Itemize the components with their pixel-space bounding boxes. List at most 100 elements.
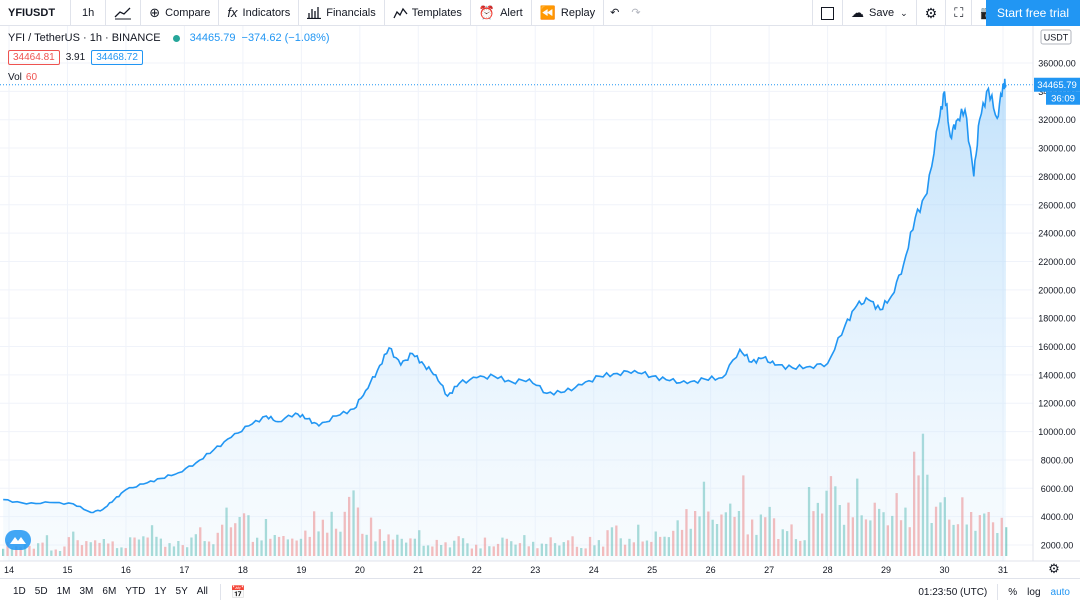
save-button[interactable]: ☁ Save ⌄: [843, 0, 916, 26]
price-area: [3, 78, 1006, 562]
x-tick-label: 17: [179, 565, 189, 575]
divider: [70, 0, 71, 26]
redo-button[interactable]: ↷: [625, 0, 646, 26]
x-tick-label: 29: [881, 565, 891, 575]
y-tick-label: 28000.00: [1038, 172, 1076, 182]
right-toolbar: ☁ Save ⌄ ⚙ ⛶ 📷: [812, 0, 1004, 26]
symbol-search[interactable]: YFIUSDT: [8, 6, 56, 19]
time-axis[interactable]: 14 15 16 17 18 19 20 21 22 23 24 25 26 27 28 29 30 31: [4, 565, 1008, 575]
y-tick-label: 24000.00: [1038, 229, 1076, 239]
clock-label[interactable]: 01:23:50 (UTC): [918, 586, 988, 598]
y-tick-label: 20000.00: [1038, 285, 1076, 295]
last-price-label: 34465.79: [1037, 80, 1077, 91]
gear-icon: ⚙: [924, 4, 938, 21]
legend-price: 34465.79: [189, 32, 236, 44]
range-button-1m[interactable]: 1M: [56, 586, 71, 597]
axis-settings-button[interactable]: ⚙: [1048, 561, 1060, 576]
interval-button[interactable]: 1h: [82, 6, 95, 19]
chart-legend: YFI / TetherUS · 1h · BINANCE 34465.79 −…: [8, 32, 330, 44]
price-chart[interactable]: 2000.00 4000.00 6000.00 8000.00 10000.00 1200…: [0, 26, 1080, 578]
indicators-button[interactable]: fx Indicators: [219, 0, 298, 26]
spread-value: 3.91: [65, 52, 86, 63]
layout-button[interactable]: [813, 0, 842, 26]
x-tick-label: 25: [647, 565, 657, 575]
auto-toggle[interactable]: auto: [1050, 586, 1070, 598]
replay-button[interactable]: ⏪ Replay: [532, 0, 603, 26]
y-tick-label: 16000.00: [1038, 342, 1076, 352]
candles-icon: [114, 7, 132, 19]
rewind-icon: ⏪: [539, 4, 556, 20]
undo-icon: ↶: [610, 7, 620, 19]
divider: [971, 0, 973, 26]
buy-price-button[interactable]: 34468.72: [91, 50, 143, 65]
bid-ask-row: 34464.81 3.91 34468.72: [8, 50, 143, 65]
range-button-1y[interactable]: 1Y: [154, 586, 167, 597]
legend-change: −374.62 (−1.08%): [241, 32, 330, 44]
cloud-icon: ☁: [851, 5, 864, 20]
divider: [842, 0, 843, 26]
sell-price-button[interactable]: 34464.81: [8, 50, 60, 65]
x-tick-label: 14: [4, 565, 14, 575]
range-button-all[interactable]: All: [196, 586, 208, 597]
bottom-toolbar: 1D 5D 1M 3M 6M YTD 1Y 5Y All 📅 01:23:50 (UTC) % …: [0, 578, 1080, 604]
y-tick-label: 6000.00: [1041, 484, 1074, 494]
templates-button[interactable]: Templates: [385, 0, 470, 26]
bottom-right: 01:23:50 (UTC) % log auto: [918, 579, 1080, 605]
settings-button[interactable]: ⚙: [917, 0, 946, 26]
compare-button[interactable]: ⊕ Compare: [141, 0, 218, 26]
market-status-icon: [172, 34, 180, 42]
fullscreen-button[interactable]: ⛶: [946, 0, 971, 26]
volume-value: 60: [25, 72, 38, 83]
y-tick-label: 8000.00: [1041, 455, 1074, 465]
templates-label: Templates: [411, 6, 462, 19]
divider: [298, 0, 300, 26]
volume-legend[interactable]: Vol 60: [8, 72, 37, 83]
divider: [218, 0, 220, 26]
x-tick-label: 18: [238, 565, 248, 575]
undo-button[interactable]: ↶: [604, 0, 625, 26]
range-button-1d[interactable]: 1D: [13, 586, 26, 597]
range-button-5d[interactable]: 5D: [34, 586, 48, 597]
financials-button[interactable]: Financials: [299, 0, 384, 26]
currency-badge[interactable]: USDT: [1040, 29, 1072, 45]
y-tick-label: 36000.00: [1038, 59, 1076, 69]
x-tick-label: 28: [823, 565, 833, 575]
y-tick-label: 10000.00: [1038, 427, 1076, 437]
alert-button[interactable]: ⏰ Alert: [471, 0, 531, 26]
divider: [945, 0, 947, 26]
compare-label: Compare: [165, 6, 211, 19]
bar-chart-icon: [307, 7, 322, 19]
divider: [812, 0, 813, 26]
range-buttons: 1D 5D 1M 3M 6M YTD 1Y 5Y All: [4, 586, 208, 597]
x-tick-label: 16: [121, 565, 131, 575]
legend-title[interactable]: YFI / TetherUS · 1h · BINANCE: [8, 32, 161, 44]
y-tick-label: 22000.00: [1038, 257, 1076, 267]
chevron-down-icon: ⌄: [900, 7, 908, 18]
fullscreen-icon: ⛶: [954, 5, 964, 20]
log-toggle[interactable]: log: [1027, 586, 1041, 598]
indicators-label: Indicators: [242, 6, 291, 19]
range-button-ytd[interactable]: YTD: [125, 586, 146, 597]
divider: [530, 0, 532, 26]
range-button-6m[interactable]: 6M: [102, 586, 117, 597]
alarm-clock-icon: ⏰: [478, 4, 496, 20]
goto-date-button[interactable]: 📅: [231, 585, 246, 599]
range-button-5y[interactable]: 5Y: [175, 586, 188, 597]
volume-bar: [1005, 527, 1008, 556]
percent-toggle[interactable]: %: [1008, 586, 1018, 598]
gear-icon: ⚙: [1048, 561, 1060, 576]
divider: [383, 0, 385, 26]
start-trial-button[interactable]: Start free trial: [986, 0, 1080, 26]
tradingview-logo[interactable]: [5, 530, 31, 550]
countdown-label: 36:09: [1051, 94, 1075, 105]
x-tick-label: 31: [998, 565, 1008, 575]
price-axis[interactable]: 2000.00 4000.00 6000.00 8000.00 10000.00 1200…: [1038, 59, 1076, 551]
chart-type-button[interactable]: [106, 0, 140, 26]
y-tick-label: 18000.00: [1038, 314, 1076, 324]
x-tick-label: 24: [589, 565, 599, 575]
y-tick-label: 4000.00: [1041, 512, 1074, 522]
y-tick-label: 2000.00: [1041, 541, 1074, 551]
range-button-3m[interactable]: 3M: [79, 586, 94, 597]
y-tick-label: 30000.00: [1038, 144, 1076, 154]
templates-icon: [393, 7, 408, 19]
